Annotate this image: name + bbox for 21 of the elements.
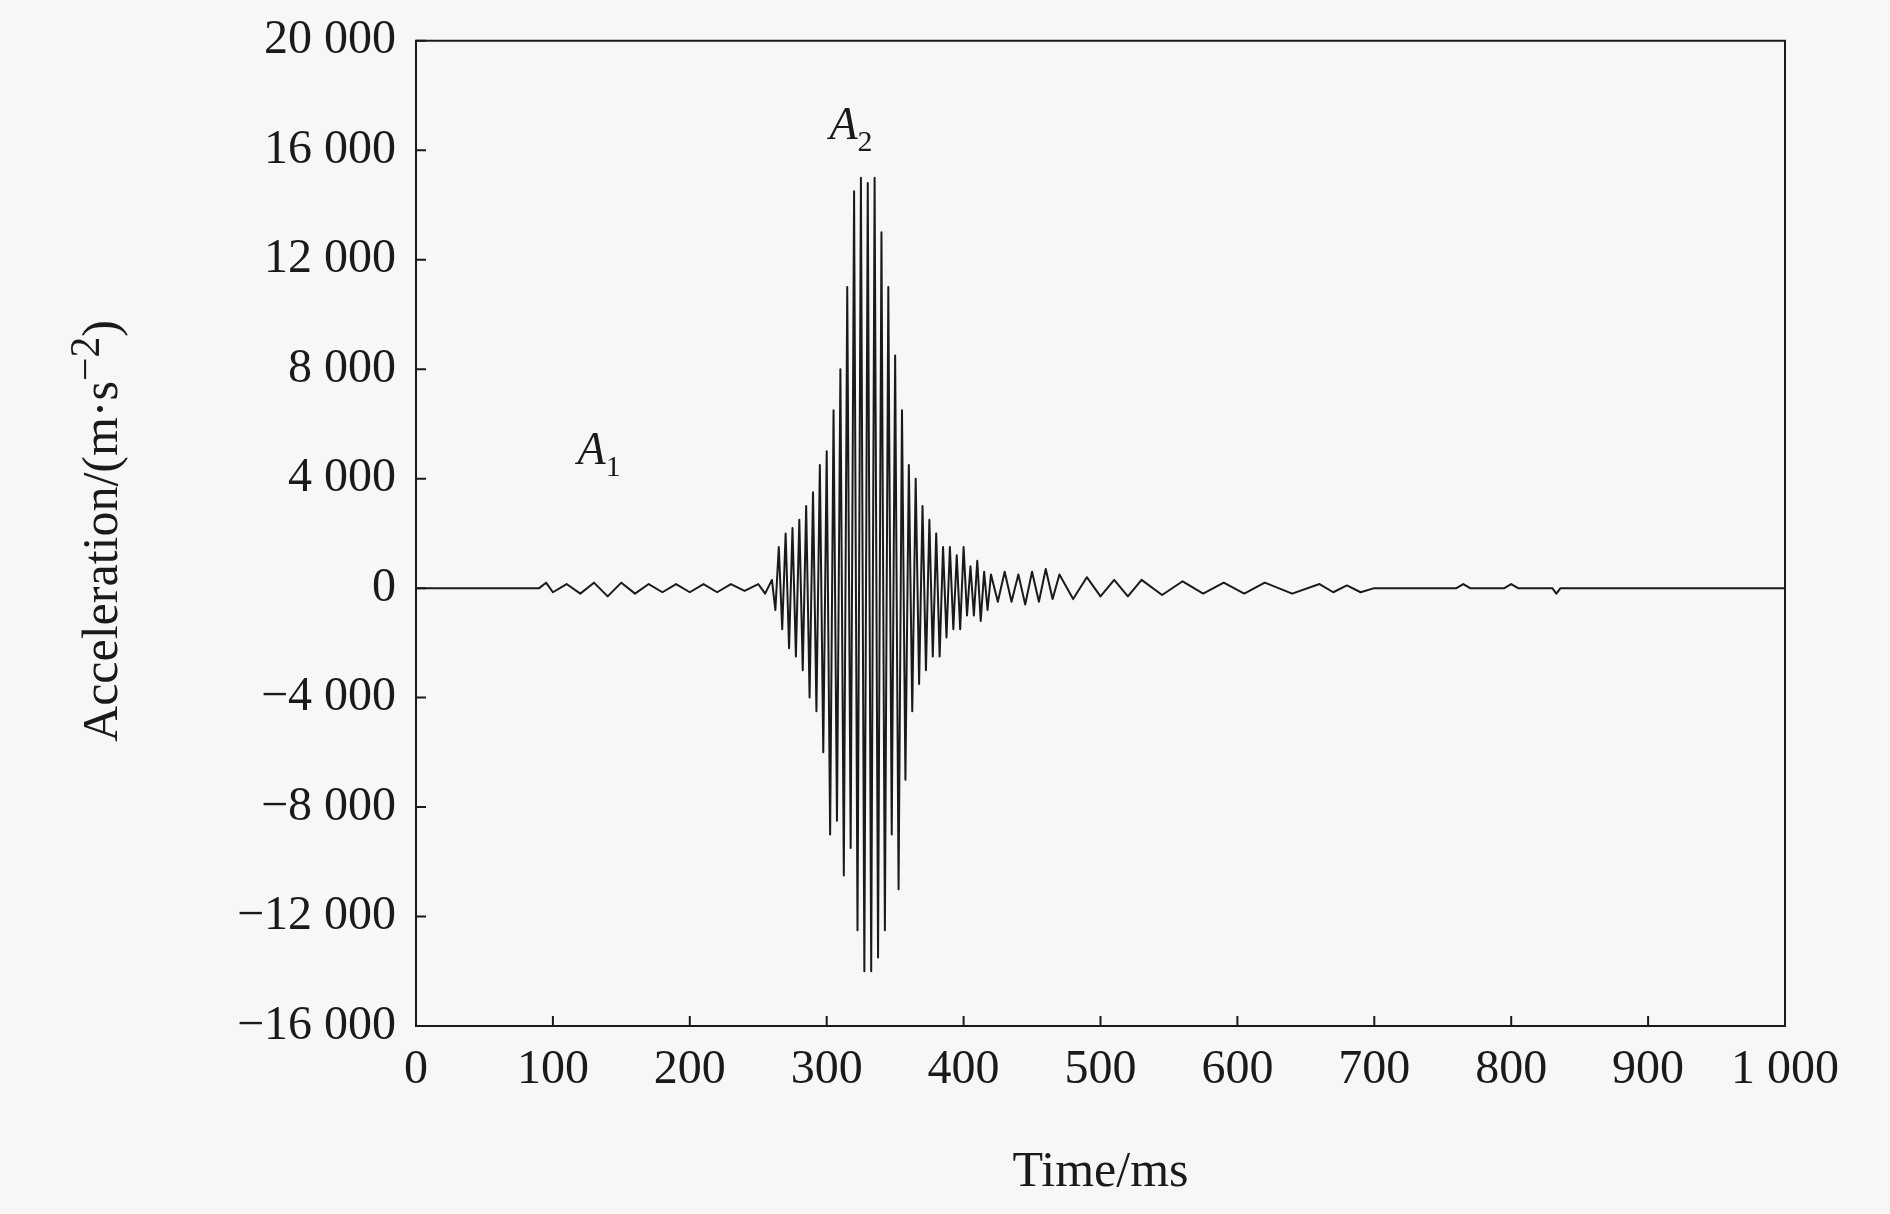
x-tick-label: 300 — [790, 1040, 863, 1094]
y-tick-label: 16 000 — [264, 119, 396, 173]
y-tick-label: −16 000 — [236, 995, 396, 1049]
y-tick-label: 8 000 — [288, 338, 396, 392]
y-tick-label: 12 000 — [264, 229, 396, 283]
x-tick-label: 800 — [1475, 1040, 1548, 1094]
y-tick-label: −12 000 — [236, 886, 396, 940]
y-tick-label: 0 — [372, 557, 396, 611]
x-tick-label: 100 — [516, 1040, 589, 1094]
y-tick-label: 4 000 — [288, 448, 396, 502]
x-tick-label: 900 — [1612, 1040, 1685, 1094]
x-axis-title: Time/ms — [1012, 1140, 1189, 1198]
y-tick-label: 20 000 — [264, 10, 396, 64]
y-tick-label: −4 000 — [260, 667, 396, 721]
x-tick-label: 700 — [1338, 1040, 1411, 1094]
x-tick-label: 200 — [653, 1040, 726, 1094]
x-tick-label: 600 — [1201, 1040, 1274, 1094]
x-tick-label: 1 000 — [1731, 1040, 1839, 1094]
y-tick-label: −8 000 — [260, 776, 396, 830]
x-tick-label: 500 — [1064, 1040, 1137, 1094]
x-tick-label: 400 — [927, 1040, 1000, 1094]
